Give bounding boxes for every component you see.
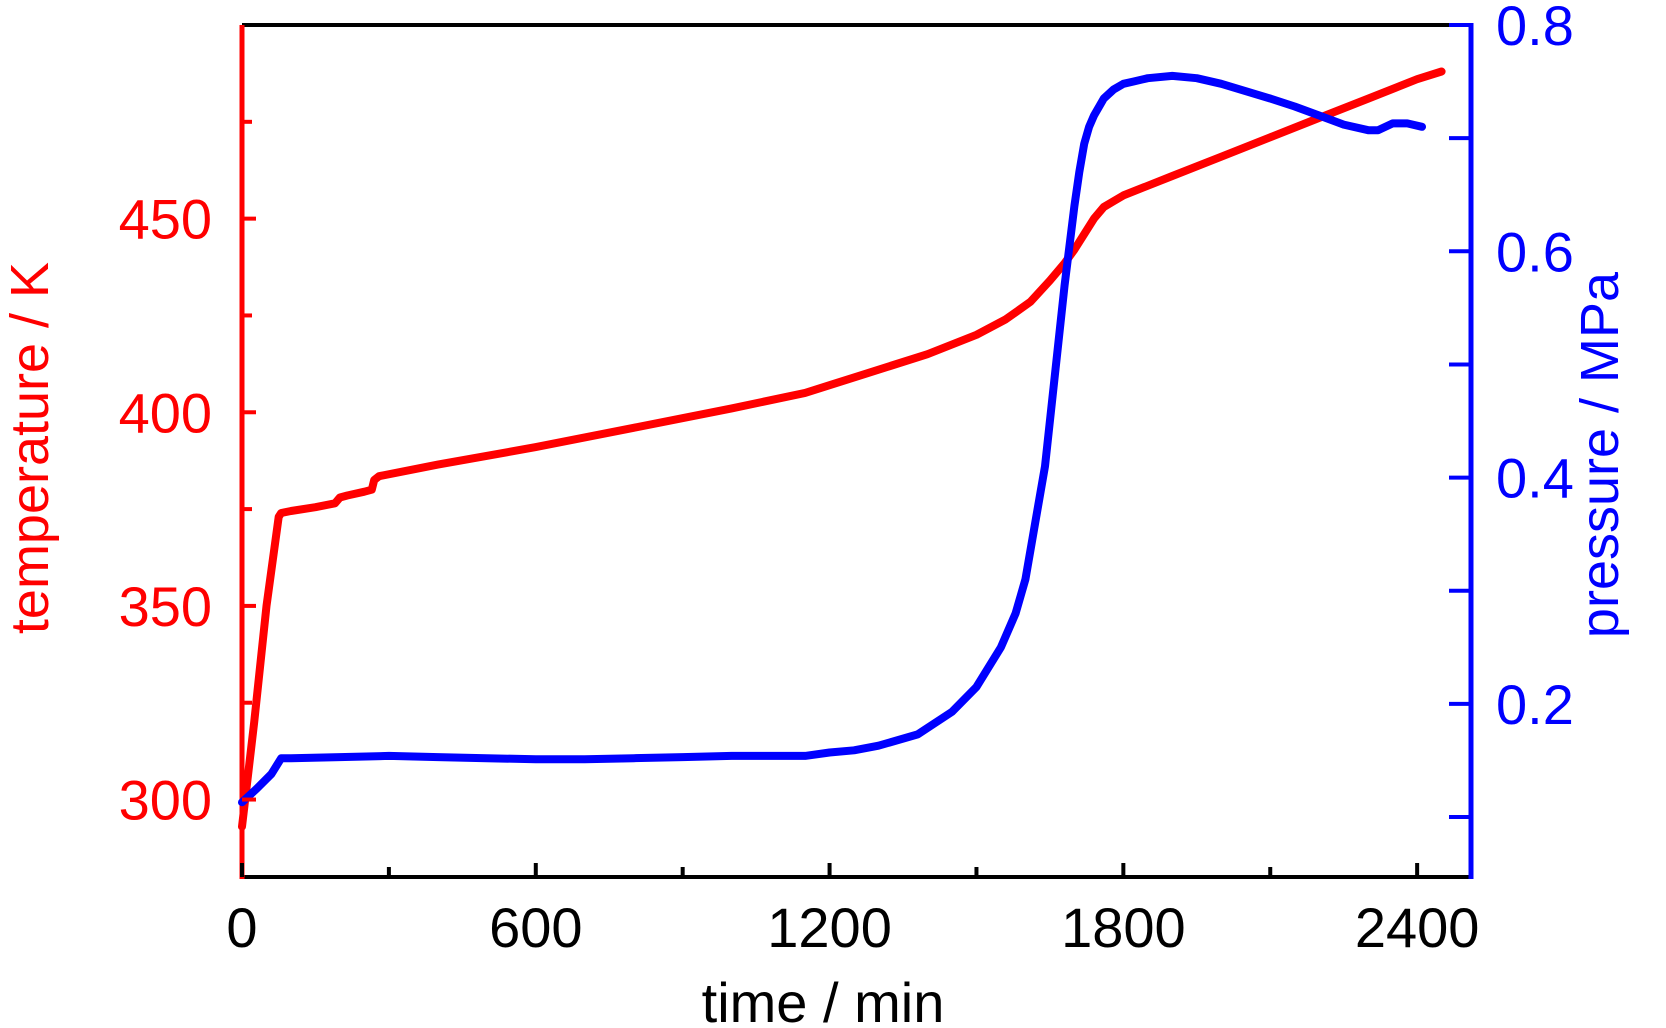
series-layer bbox=[238, 67, 1446, 831]
y-right-tick-label: 0.6 bbox=[1496, 220, 1574, 283]
plot-frame bbox=[239, 23, 1474, 879]
y-left-tick-label: 450 bbox=[119, 188, 212, 251]
x-axis-title: time / min bbox=[702, 971, 945, 1028]
y-axis-right-title: pressure / MPa bbox=[1570, 271, 1630, 638]
y-left-tick-label: 300 bbox=[119, 769, 212, 832]
x-tick-label: 0 bbox=[226, 896, 257, 959]
y-axis-left-title: temperature / K bbox=[0, 262, 60, 634]
y-right-tick-label: 0.8 bbox=[1496, 0, 1574, 57]
temperature-series-line bbox=[238, 67, 1446, 831]
tick-label-layer: 0 600 1200 1800 2400 300 350 400 450 0.2 0.4 0.6 0.8 bbox=[119, 0, 1574, 959]
tick-layer bbox=[240, 23, 1471, 877]
x-tick-label: 1200 bbox=[767, 896, 892, 959]
x-tick-label: 2400 bbox=[1355, 896, 1480, 959]
y-left-tick-label: 350 bbox=[119, 575, 212, 638]
y-right-tick-label: 0.2 bbox=[1496, 673, 1574, 736]
y-right-tick-label: 0.4 bbox=[1496, 447, 1574, 510]
x-tick-label: 600 bbox=[489, 896, 582, 959]
y-left-tick-label: 400 bbox=[119, 381, 212, 444]
pressure-series-line bbox=[238, 71, 1426, 807]
x-tick-label: 1800 bbox=[1061, 896, 1186, 959]
